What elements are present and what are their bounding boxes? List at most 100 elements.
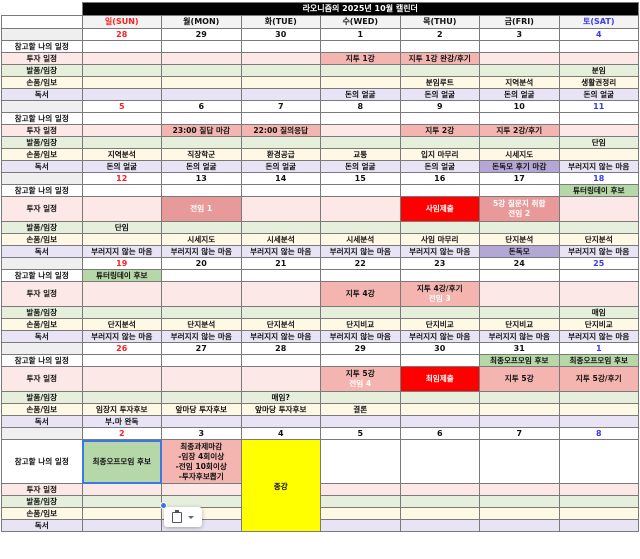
schedule-cell[interactable]: 돈의 얼굴 <box>320 88 401 101</box>
schedule-cell[interactable] <box>81 76 162 89</box>
schedule-cell[interactable]: 결론 <box>320 403 401 416</box>
date-cell[interactable]: 4 <box>240 427 321 440</box>
date-cell[interactable]: 2 <box>399 28 480 41</box>
schedule-cell[interactable] <box>161 354 242 367</box>
schedule-cell[interactable] <box>558 415 639 428</box>
event-cell[interactable]: 지투 2강 <box>399 124 480 137</box>
schedule-cell[interactable] <box>240 40 321 53</box>
schedule-cell[interactable] <box>399 483 480 496</box>
schedule-cell[interactable] <box>240 184 321 197</box>
schedule-cell[interactable] <box>81 52 162 65</box>
schedule-cell[interactable] <box>479 507 560 520</box>
schedule-cell[interactable]: 돈의 얼굴 <box>399 160 480 173</box>
schedule-cell[interactable]: 단지비교 <box>320 318 401 331</box>
event-cell[interactable]: 종강 <box>240 439 321 532</box>
schedule-cell[interactable] <box>479 221 560 234</box>
schedule-cell[interactable] <box>320 391 401 404</box>
schedule-cell[interactable] <box>240 415 321 428</box>
schedule-cell[interactable] <box>399 112 480 125</box>
event-cell[interactable]: 사임제출 <box>399 196 480 222</box>
schedule-cell[interactable] <box>320 483 401 496</box>
schedule-cell[interactable] <box>161 306 242 319</box>
schedule-cell[interactable] <box>240 196 321 222</box>
schedule-cell[interactable]: 단지분석 <box>81 318 162 331</box>
date-cell[interactable]: 4 <box>558 28 639 41</box>
schedule-cell[interactable] <box>81 88 162 101</box>
schedule-cell[interactable] <box>240 354 321 367</box>
event-cell[interactable]: 전임 1 <box>161 196 242 222</box>
event-cell[interactable]: 지투 5강 전임 4 <box>320 366 401 392</box>
event-cell[interactable]: 돈독모 <box>479 245 560 258</box>
schedule-cell[interactable] <box>161 281 242 307</box>
event-cell[interactable]: 돈독모 후기 마감 <box>479 160 560 173</box>
schedule-cell[interactable]: 단지분석 <box>161 318 242 331</box>
date-cell[interactable]: 18 <box>558 172 639 185</box>
date-cell[interactable]: 13 <box>161 172 242 185</box>
date-cell[interactable]: 27 <box>161 342 242 355</box>
date-cell[interactable]: 29 <box>161 28 242 41</box>
date-cell[interactable]: 5 <box>81 100 162 113</box>
schedule-cell[interactable] <box>479 495 560 508</box>
schedule-cell[interactable]: 입지 마무리 <box>399 148 480 161</box>
date-cell[interactable]: 16 <box>399 172 480 185</box>
calendar-title[interactable]: 라오니즘의 2025년 10월 캘린더 <box>81 2 639 16</box>
empty-cell[interactable] <box>1 15 83 29</box>
schedule-cell[interactable] <box>81 366 162 392</box>
schedule-cell[interactable]: 단지분석 <box>240 318 321 331</box>
schedule-cell[interactable] <box>399 306 480 319</box>
schedule-cell[interactable] <box>558 439 639 484</box>
schedule-cell[interactable]: 부러지지 않는 마음 <box>399 245 480 258</box>
schedule-cell[interactable] <box>320 354 401 367</box>
schedule-cell[interactable] <box>479 439 560 484</box>
date-cell[interactable]: 17 <box>479 172 560 185</box>
schedule-cell[interactable] <box>161 269 242 282</box>
schedule-cell[interactable] <box>161 221 242 234</box>
schedule-cell[interactable] <box>240 136 321 149</box>
schedule-cell[interactable] <box>558 403 639 416</box>
empty-cell[interactable] <box>1 427 83 440</box>
schedule-cell[interactable] <box>320 269 401 282</box>
date-cell[interactable]: 28 <box>81 28 162 41</box>
schedule-cell[interactable] <box>320 221 401 234</box>
schedule-cell[interactable] <box>81 112 162 125</box>
schedule-cell[interactable]: 돈의 얼굴 <box>81 160 162 173</box>
event-cell[interactable]: 튜터링데이 후보 <box>558 184 639 197</box>
schedule-cell[interactable]: 사임 마무리 <box>399 233 480 246</box>
event-cell[interactable]: 23:00 질답 마감 <box>161 124 242 137</box>
schedule-cell[interactable]: 단임 <box>81 221 162 234</box>
schedule-cell[interactable] <box>161 136 242 149</box>
schedule-cell[interactable] <box>161 495 242 508</box>
schedule-cell[interactable]: 시세분석 <box>240 233 321 246</box>
schedule-cell[interactable] <box>81 281 162 307</box>
schedule-cell[interactable]: 부러지지 않는 마음 <box>240 245 321 258</box>
event-cell[interactable]: 최종과제마감 -임장 4회이상 -전임 10회이상 -투자후보뽑기 <box>161 439 242 484</box>
date-cell[interactable]: 3 <box>479 28 560 41</box>
date-cell[interactable]: 14 <box>240 172 321 185</box>
date-cell[interactable]: 30 <box>240 28 321 41</box>
schedule-cell[interactable] <box>81 40 162 53</box>
date-cell[interactable]: 31 <box>479 342 560 355</box>
date-cell[interactable]: 11 <box>558 100 639 113</box>
weekday-header[interactable]: 토(SAT) <box>558 15 639 29</box>
schedule-cell[interactable] <box>399 221 480 234</box>
schedule-cell[interactable]: 부러지지 않는 마음 <box>479 330 560 343</box>
date-cell[interactable]: 21 <box>240 257 321 270</box>
schedule-cell[interactable]: 분임루트 <box>399 76 480 89</box>
schedule-cell[interactable] <box>399 439 480 484</box>
date-cell[interactable]: 2 <box>81 427 162 440</box>
date-cell[interactable]: 9 <box>399 100 480 113</box>
schedule-cell[interactable] <box>81 184 162 197</box>
event-cell[interactable]: 지투 5강/후기 <box>558 366 639 392</box>
schedule-cell[interactable] <box>240 281 321 307</box>
schedule-cell[interactable] <box>479 136 560 149</box>
date-cell[interactable]: 3 <box>161 427 242 440</box>
schedule-cell[interactable] <box>558 507 639 520</box>
schedule-cell[interactable] <box>161 391 242 404</box>
schedule-cell[interactable] <box>479 112 560 125</box>
date-cell[interactable]: 20 <box>161 257 242 270</box>
schedule-cell[interactable]: 부.마 완독 <box>81 415 162 428</box>
schedule-cell[interactable]: 부러지지 않는 마음 <box>558 245 639 258</box>
schedule-cell[interactable]: 부러지지 않는 마음 <box>558 330 639 343</box>
event-cell[interactable]: 지투 1강 완강/후기 <box>399 52 480 65</box>
schedule-cell[interactable] <box>558 124 639 137</box>
